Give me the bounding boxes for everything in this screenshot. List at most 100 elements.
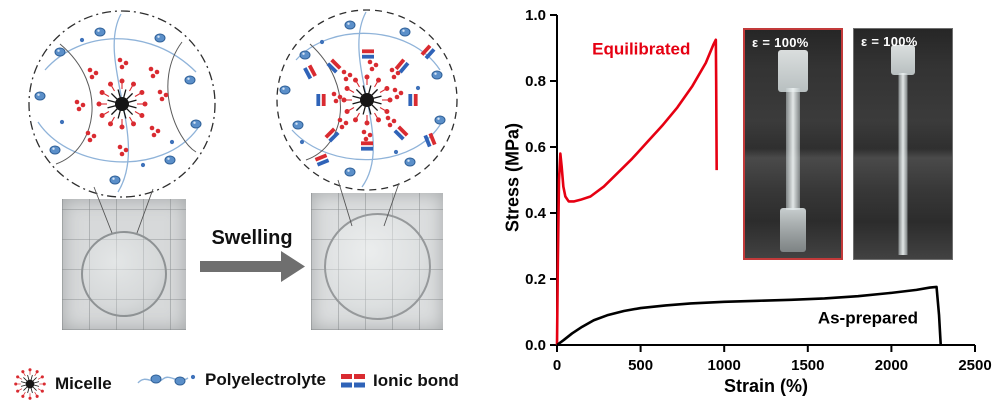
micelle-corona-dot [394, 94, 400, 100]
legend-item-polyelectrolyte: Polyelectrolyte [136, 370, 326, 390]
micelle-corona-dot [392, 87, 398, 93]
polyelectrolyte-bead [154, 33, 166, 43]
micelle-corona-dot [117, 144, 123, 150]
micelle-corona-dot [89, 74, 95, 80]
legend-label-polyelectrolyte: Polyelectrolyte [205, 370, 326, 389]
counterion-dot [169, 139, 175, 145]
polyelectrolyte-bead [399, 27, 411, 37]
polyelectrolyte-bead [49, 145, 61, 155]
micelle-corona-dot [93, 70, 99, 76]
micelle-corona-dot [91, 133, 97, 139]
swelling-arrow [200, 251, 305, 282]
polymer-chain [167, 41, 197, 153]
x-tick-label: 2500 [958, 357, 991, 374]
micelle-corona-dot [387, 122, 393, 128]
polyelectrolyte-bead [34, 91, 46, 101]
polymer-chain [295, 32, 441, 71]
micelle-icon [341, 74, 393, 126]
micelle-corona-dot [85, 130, 91, 136]
counterion-dot [319, 39, 325, 45]
polyelectrolyte-bead [344, 167, 356, 177]
specimen-shaft [786, 88, 800, 210]
micelle-corona-dot [148, 66, 154, 72]
specimen-shaft [898, 73, 908, 255]
micelle-corona-dot [398, 90, 404, 96]
specimen-photo-equilibrated: ε = 100% [743, 28, 843, 260]
micelle-corona-dot [151, 132, 157, 138]
polymer-chain [358, 11, 374, 188]
legend-label-ionic-bond: Ionic bond [373, 371, 459, 390]
y-tick-label: 0.0 [525, 337, 546, 354]
ionic-bond-icon [316, 94, 326, 106]
micelle-corona-dot [391, 74, 397, 80]
micelle-corona-dot [163, 92, 169, 98]
micelle-corona-dot [87, 67, 93, 73]
micelle-corona-dot [389, 67, 395, 73]
polymer-chain [305, 43, 341, 161]
micelle-corona-dot [157, 89, 163, 95]
y-axis-title: Stress (MPa) [502, 122, 523, 233]
polyelectrolyte-bead [292, 120, 304, 130]
micelle-corona-dot [74, 99, 80, 105]
micelle-corona-dot [87, 137, 93, 143]
ionic-bond-icon [423, 132, 437, 148]
micelle-corona-dot [367, 59, 373, 65]
swelling-label: Swelling [211, 227, 293, 249]
ionic-bond-icon [303, 64, 317, 80]
gel-photo-swollen [311, 193, 443, 330]
specimen-top-grip [891, 45, 915, 75]
ionic-bond-icon [361, 141, 373, 151]
polyelectrolyte-bead [431, 70, 443, 80]
counterion-dot [393, 149, 399, 155]
micelle-icon [14, 368, 46, 400]
x-axis-title: Strain (%) [723, 376, 808, 396]
curve-annotation: As-prepared [818, 309, 918, 328]
ionic-bond-icon [362, 49, 374, 59]
polyelectrolyte-bead [434, 115, 446, 125]
x-tick-label: 2000 [875, 357, 908, 374]
micelle-corona-dot [339, 124, 345, 130]
y-tick-label: 0.8 [525, 73, 546, 90]
micelle-corona-dot [149, 125, 155, 131]
micelle-corona-dot [119, 64, 125, 70]
micelle-corona-dot [123, 147, 129, 153]
gel-sample-as-prepared [81, 231, 167, 317]
polyelectrolyte-bead [54, 47, 66, 57]
counterion-dot [79, 37, 85, 43]
ionic-bond-icon [326, 58, 342, 74]
curve-annotation: Equilibrated [592, 40, 690, 59]
polyelectrolyte-bead [184, 75, 196, 85]
strain-percentage-label: ε = 100% [861, 34, 918, 49]
y-tick-label: 1.0 [525, 7, 546, 24]
micelle-corona-dot [343, 76, 349, 82]
ionic-bond-icon [341, 374, 365, 388]
x-tick-label: 1500 [791, 357, 824, 374]
counterion-dot [140, 162, 146, 168]
strain-percentage-label: ε = 100% [752, 35, 809, 50]
micelle-icon [14, 368, 46, 400]
schematic-decorations [34, 20, 446, 185]
legend-label-micelle: Micelle [55, 374, 112, 393]
counterion-dot [415, 85, 421, 91]
series-line-as-prepared [556, 285, 943, 347]
micelle-corona-dot [347, 72, 353, 78]
stress-strain-chart: 0 500 1000 1500 2000 2500 0.0 0.2 0.4 0.6 0.8 1.0 Eq… [500, 0, 1000, 410]
y-tick-label: 0.4 [525, 205, 547, 222]
legend-item-micelle: Micelle [12, 366, 112, 402]
specimen-photo-as-prepared: ε = 100% [853, 28, 953, 260]
y-tick-label: 0.6 [525, 139, 546, 156]
polymer-chain [55, 43, 93, 165]
micelle-corona-dot [155, 128, 161, 134]
micelle-corona-dot [361, 129, 367, 135]
micelle-corona-dot [150, 73, 156, 79]
micelle-corona-dot [363, 136, 369, 142]
polyelectrolyte-icon [137, 374, 196, 386]
zoom-circle-swollen [276, 9, 458, 191]
specimen-top-grip [778, 50, 808, 92]
series-line-equilibrated [555, 38, 718, 346]
y-tick-label: 0.2 [525, 271, 546, 288]
micelle-corona-dot [395, 70, 401, 76]
ionic-bond-icon [324, 127, 340, 143]
micelle-corona-dot [80, 102, 86, 108]
micelle-corona-dot [159, 96, 165, 102]
